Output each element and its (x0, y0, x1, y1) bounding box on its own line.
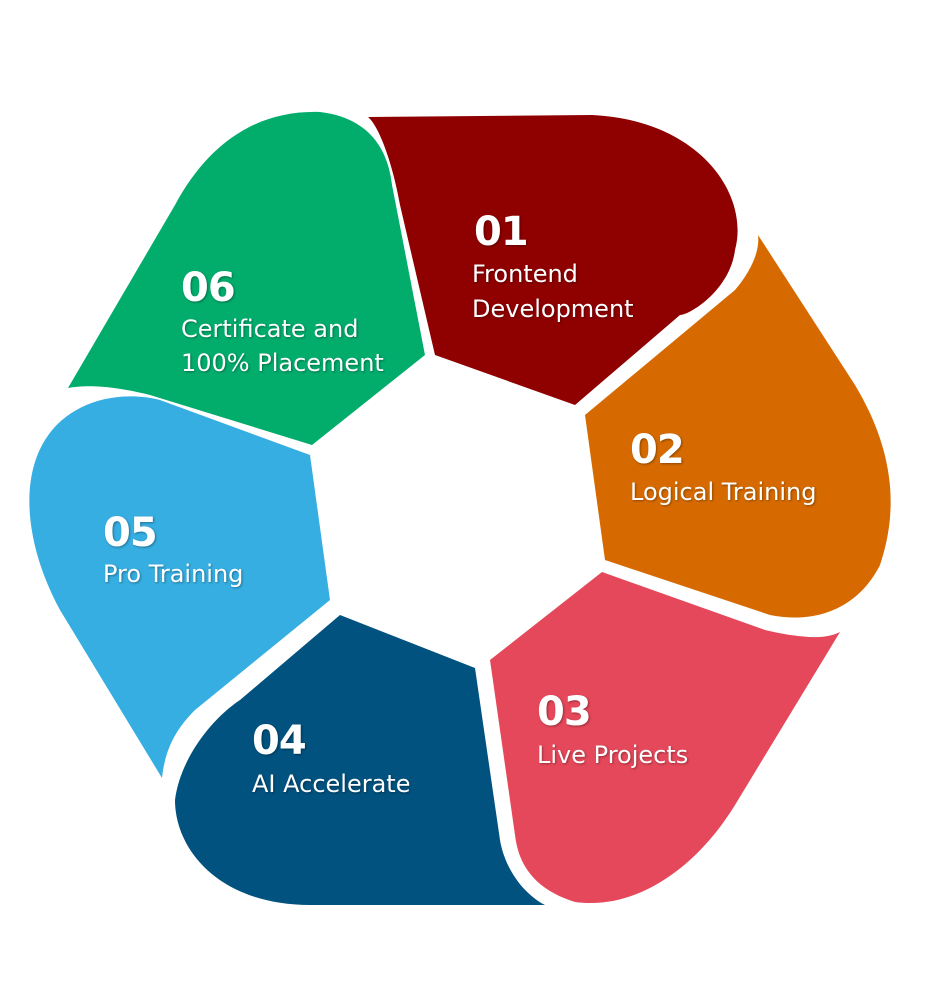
segment-04: 04 AI Accelerate (175, 615, 545, 905)
segment-06-shape (68, 111, 425, 445)
segment-01-shape (368, 115, 738, 405)
segment-06-label-line-2: 100% Placement (181, 349, 384, 377)
segment-03-number: 03 (537, 689, 591, 735)
segment-03-label-line-1: Live Projects (537, 741, 688, 769)
segment-05-number: 05 (103, 510, 157, 556)
segment-01: 01 Frontend Development (368, 115, 738, 405)
segment-02: 02 Logical Training (585, 235, 891, 618)
segment-02-label-line-1: Logical Training (630, 478, 816, 506)
segment-05-label-line-1: Pro Training (103, 560, 243, 588)
segment-02-shape (585, 235, 891, 618)
segment-04-label-line-1: AI Accelerate (252, 770, 410, 798)
segment-01-number: 01 (474, 209, 528, 255)
segment-06-number: 06 (181, 265, 235, 311)
segment-04-number: 04 (252, 718, 306, 764)
segment-06: 06 Certificate and 100% Placement (68, 111, 425, 445)
segment-01-label-line-2: Development (472, 295, 634, 323)
segment-03: 03 Live Projects (490, 572, 840, 904)
segment-05: 05 Pro Training (29, 396, 331, 778)
segment-01-label-line-1: Frontend (472, 260, 578, 288)
segment-02-number: 02 (630, 427, 684, 473)
segment-06-label-line-1: Certificate and (181, 315, 358, 343)
segment-03-shape (490, 572, 840, 904)
segment-04-shape (175, 615, 545, 905)
segment-05-shape (29, 396, 331, 778)
